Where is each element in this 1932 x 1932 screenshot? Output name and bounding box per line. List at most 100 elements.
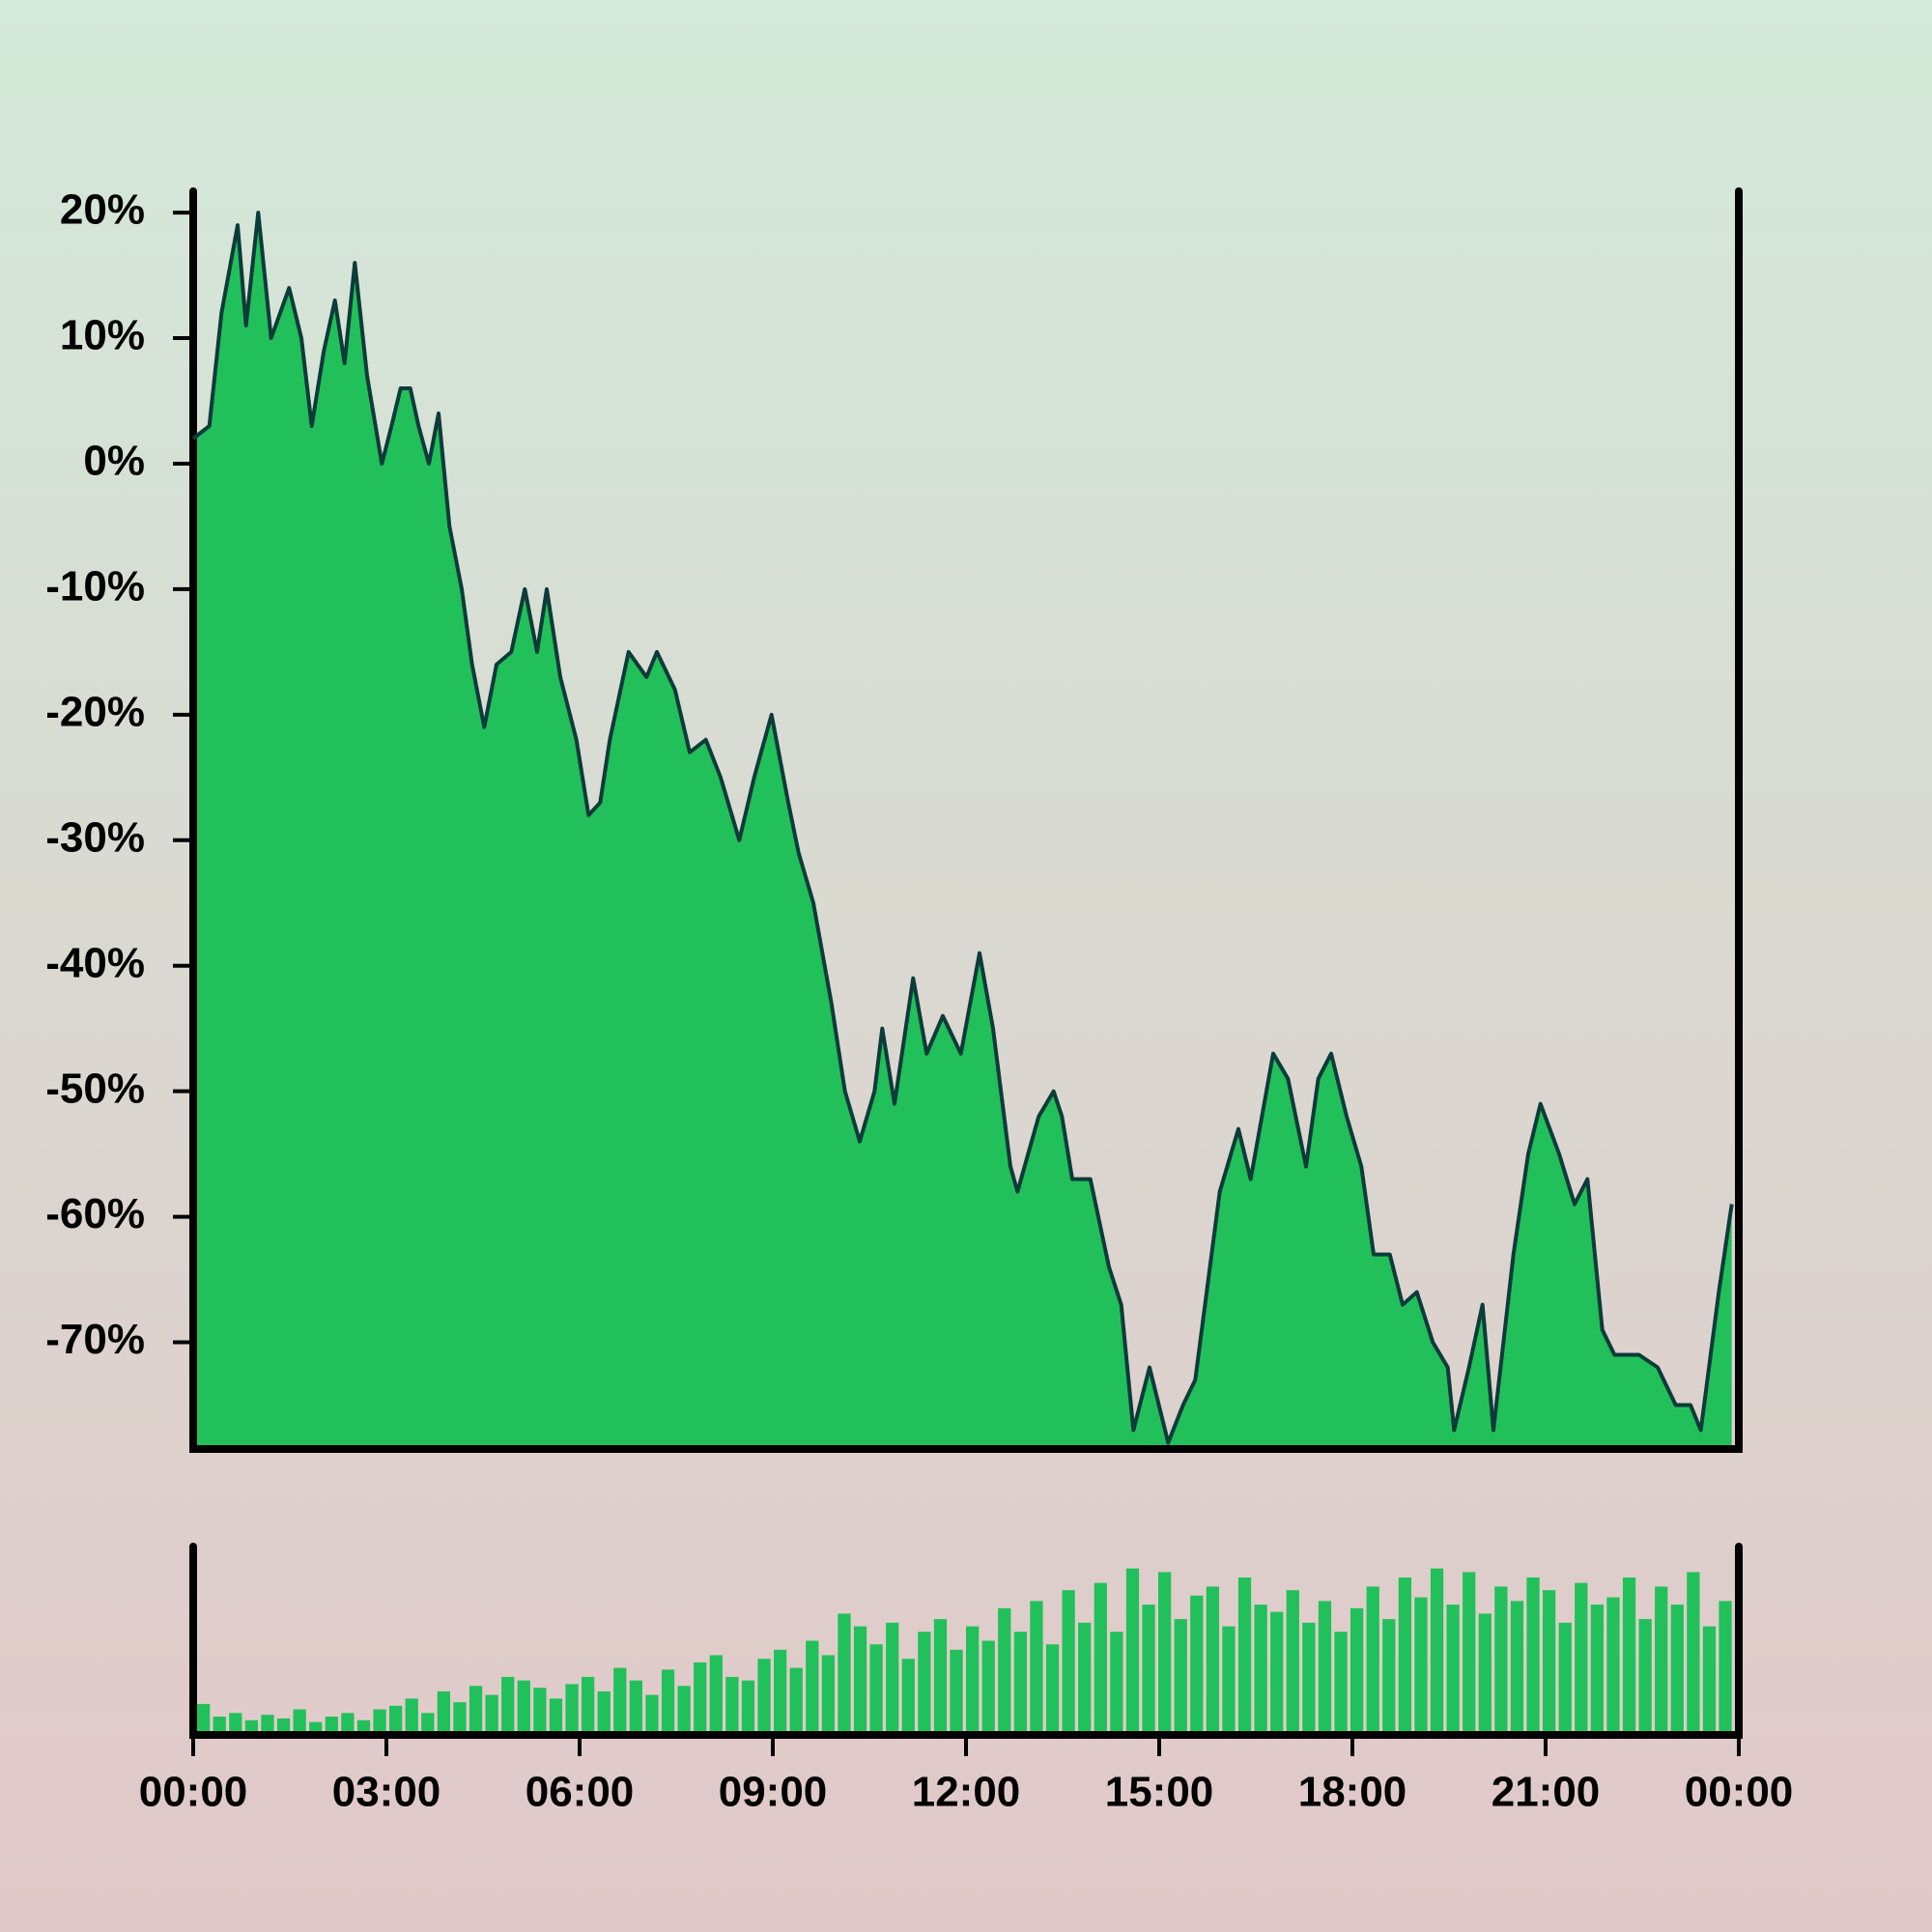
volume-bar <box>1254 1605 1267 1731</box>
volume-bar <box>533 1688 547 1731</box>
volume-bar <box>517 1680 530 1731</box>
volume-bar <box>981 1640 995 1731</box>
volume-bar <box>309 1721 323 1731</box>
volume-bar <box>1382 1619 1396 1731</box>
volume-bar <box>582 1676 595 1731</box>
volume-bar <box>229 1713 242 1731</box>
volume-bar <box>886 1622 899 1731</box>
volume-bar <box>1045 1644 1060 1731</box>
volume-bar <box>1478 1613 1492 1731</box>
volume-bar <box>1110 1632 1123 1731</box>
volume-bar <box>1526 1577 1540 1731</box>
volume-bar <box>709 1655 723 1731</box>
volume-bar <box>1142 1605 1155 1731</box>
volume-bar <box>757 1659 771 1731</box>
volume-bar <box>1206 1586 1220 1731</box>
volume-bar <box>1638 1619 1652 1731</box>
volume-bar <box>1125 1568 1140 1731</box>
volume-bar <box>918 1632 931 1731</box>
volume-bar <box>421 1713 435 1731</box>
volume-bar <box>405 1698 418 1731</box>
y-tick-label: -30% <box>45 813 145 861</box>
volume-bar <box>276 1718 291 1731</box>
volume-bar <box>1286 1590 1299 1731</box>
y-tick-label: -50% <box>45 1065 145 1112</box>
volume-bar <box>629 1680 643 1731</box>
volume-bar <box>1510 1601 1524 1731</box>
volume-bar <box>1174 1619 1187 1731</box>
volume-bar <box>1543 1590 1556 1731</box>
volume-bar <box>341 1713 355 1731</box>
y-tick-label: 20% <box>60 186 145 234</box>
volume-bar <box>613 1667 627 1731</box>
volume-bar <box>853 1626 867 1731</box>
main-axes <box>189 187 1743 1453</box>
y-tick-label: 10% <box>60 312 145 359</box>
volume-bar <box>1062 1590 1075 1731</box>
volume-bar <box>1013 1632 1028 1731</box>
volume-bar <box>325 1717 338 1731</box>
volume-bar <box>1655 1586 1668 1731</box>
volume-bar <box>1318 1601 1332 1731</box>
y-tick-label: 0% <box>83 438 145 485</box>
volume-bar <box>1687 1572 1700 1731</box>
y-tick-label: -10% <box>45 563 145 611</box>
volume-bar <box>741 1680 755 1731</box>
volume-bar <box>1158 1572 1172 1731</box>
volume-bar <box>998 1607 1011 1731</box>
volume-bar <box>356 1719 371 1731</box>
volume-bar <box>725 1676 739 1731</box>
x-tick-label: 00:00 <box>1685 1769 1794 1816</box>
x-tick-label: 12:00 <box>912 1769 1021 1816</box>
volume-bar <box>1622 1577 1636 1731</box>
volume-bar <box>549 1698 563 1731</box>
volume-bar <box>806 1640 819 1731</box>
volume-bar <box>821 1655 836 1731</box>
volume-bar <box>1302 1622 1316 1731</box>
volume-bar <box>1078 1622 1092 1731</box>
volume-bar <box>1237 1577 1252 1731</box>
volume-bar <box>565 1684 579 1731</box>
volume-bar <box>789 1667 803 1731</box>
volume-bar <box>1030 1601 1043 1731</box>
volume-bar <box>1270 1611 1284 1731</box>
volume-bar <box>197 1703 211 1731</box>
volume-bar <box>373 1709 386 1731</box>
x-tick-label: 00:00 <box>139 1769 248 1816</box>
volume-bar <box>1463 1572 1476 1731</box>
volume-bar <box>437 1690 451 1731</box>
y-tick-label: -40% <box>45 939 145 986</box>
area-line <box>191 211 1734 1445</box>
volume-bar <box>469 1686 483 1731</box>
volume-bar <box>1670 1605 1684 1731</box>
volume-bar <box>1094 1582 1107 1731</box>
volume-bar <box>1494 1586 1508 1731</box>
volume-bar <box>597 1690 611 1731</box>
volume-bar <box>1414 1597 1428 1731</box>
volume-bar <box>1575 1582 1588 1731</box>
volume-bar <box>966 1626 980 1731</box>
volume-bar <box>1430 1568 1444 1731</box>
x-tick-label: 21:00 <box>1492 1769 1601 1816</box>
volume-bar <box>1222 1626 1236 1731</box>
volume-bar <box>244 1719 259 1731</box>
volume-bar <box>661 1669 675 1731</box>
volume-bar <box>1590 1605 1605 1731</box>
y-tick-label: -60% <box>45 1190 145 1237</box>
volume-bar <box>950 1649 963 1731</box>
volume-bar <box>293 1709 306 1731</box>
volume-bar <box>1350 1607 1364 1731</box>
volume-bar <box>1702 1626 1717 1731</box>
volume-bar <box>501 1676 515 1731</box>
x-tick-label: 06:00 <box>526 1769 635 1816</box>
volume-bar <box>1606 1597 1620 1731</box>
volume-bar <box>933 1619 948 1731</box>
x-tick-label: 18:00 <box>1298 1769 1407 1816</box>
volume-bar <box>485 1694 498 1731</box>
x-tick-label: 03:00 <box>332 1769 441 1816</box>
volume-bar <box>1334 1632 1348 1731</box>
volume-bar <box>1446 1605 1460 1731</box>
volume-bar <box>901 1659 915 1731</box>
